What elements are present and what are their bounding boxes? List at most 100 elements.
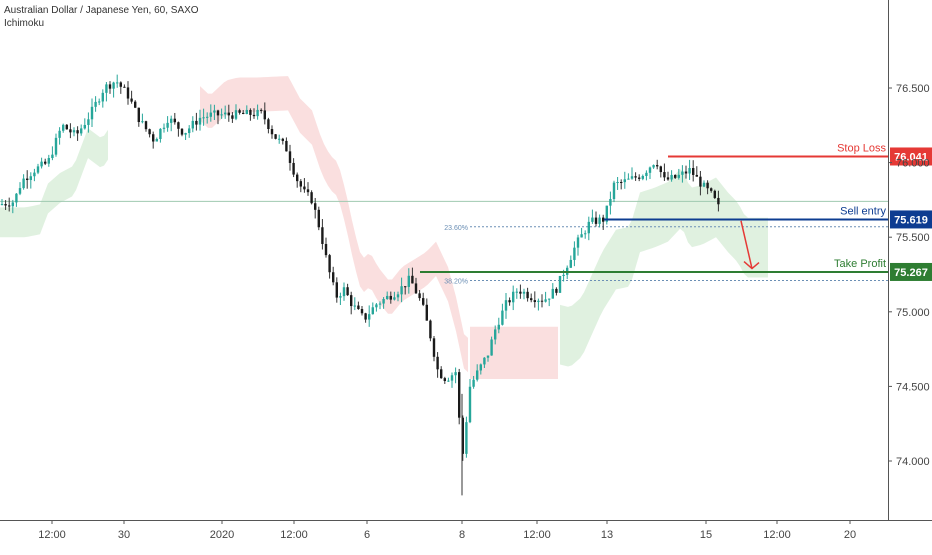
candle-body-47 [170,118,173,123]
candle-body-103 [371,307,374,315]
candle-body-28 [101,92,104,102]
candle-body-10 [36,166,40,173]
candle-body-155 [558,276,562,293]
candle-body-91 [328,255,331,273]
candle-body-92 [332,272,335,283]
candle-body-108 [389,295,392,300]
candle-body-120 [432,338,436,357]
candle-body-89 [321,227,324,244]
candle-body-33 [119,82,122,87]
candle-body-63 [227,112,230,116]
candle-body-144 [519,291,522,294]
candle-body-24 [87,119,90,125]
candle-body-179 [645,172,648,176]
candle-body-126 [454,372,457,376]
candle-body-104 [375,304,378,308]
candle-body-44 [159,128,162,139]
candle-body-62 [224,112,227,115]
candle-body-186 [670,174,673,180]
candle-body-5 [18,188,22,194]
cloud-bull-2 [560,169,768,367]
candle-body-183 [659,166,662,173]
candle-body-51 [184,133,187,135]
candle-body-26 [94,101,97,107]
candle-body-124 [447,380,450,382]
candle-body-19 [69,129,72,133]
candle-body-159 [573,247,576,260]
trade-levels: Stop Loss 76.041 Sell entry 75.619 Take Prof… [420,142,932,281]
candle-body-86 [310,192,313,204]
x-tick-label-0: 12:00 [38,529,66,541]
candle-body-191 [688,168,691,174]
x-tick-label-10: 20 [844,529,856,541]
candle-body-13 [47,158,50,164]
candle-body-163 [587,221,590,234]
candle-body-168 [605,205,608,222]
candle-body-25 [90,106,94,120]
candle-body-130 [468,386,472,423]
candle-body-48 [173,118,176,123]
candle-body-20 [72,130,76,133]
candle-body-99 [357,305,360,310]
candle-body-146 [526,291,529,299]
sell_entry-name: Sell entry [840,205,886,217]
candle-body-167 [602,217,605,222]
candle-body-141 [508,300,511,303]
candle-body-30 [108,84,112,89]
y-tick-label-5: 74.000 [896,456,930,468]
candle-body-18 [65,124,68,130]
sell_entry-price-badge [890,210,932,229]
candle-body-94 [339,296,342,298]
candle-body-43 [155,138,158,142]
candle-body-125 [450,375,454,381]
indicator-label: Ichimoku [4,18,45,29]
candle-body-196 [706,182,709,189]
candle-body-199 [717,197,720,205]
fib-label-1: 38.20% [444,278,468,285]
candle-body-68 [245,109,248,114]
cloud-bear-2 [470,326,558,379]
candle-body-171 [616,182,619,184]
candle-body-182 [656,165,659,167]
candle-body-134 [483,357,486,365]
arrow-head [743,260,760,270]
candle-body-17 [62,124,65,131]
candle-body-165 [594,217,598,224]
stop_loss-price-label: 76.041 [894,151,928,163]
candle-body-41 [148,129,151,135]
candle-body-69 [249,109,252,115]
candle-body-174 [627,178,630,180]
candle-body-35 [126,87,130,99]
candle-body-0 [0,204,4,206]
candle-body-50 [180,128,184,135]
stop_loss-price-badge [890,147,932,166]
candle-body-184 [663,172,666,178]
x-tick-label-3: 12:00 [280,529,308,541]
candle-body-80 [288,151,292,163]
x-tick-label-6: 12:00 [523,529,551,541]
candle-body-6 [22,178,25,189]
candle-body-57 [206,116,209,118]
candle-body-105 [378,303,382,305]
y-tick-label-3: 75.000 [896,307,930,319]
candle-body-32 [116,82,119,84]
candle-body-102 [368,314,371,320]
candle-body-96 [346,287,349,296]
candle-body-113 [407,275,410,287]
candle-body-93 [335,282,338,298]
candle-body-34 [123,86,126,88]
candle-body-61 [220,114,223,116]
candle-body-158 [569,259,572,268]
candle-body-87 [314,203,317,210]
candle-body-106 [382,298,385,304]
candle-body-148 [533,300,536,303]
candle-body-81 [292,162,295,175]
candle-body-46 [166,122,169,128]
candle-body-123 [443,378,446,382]
candle-body-101 [364,313,367,320]
candle-body-3 [11,202,14,207]
candle-body-156 [562,274,565,277]
candle-body-14 [51,154,54,159]
